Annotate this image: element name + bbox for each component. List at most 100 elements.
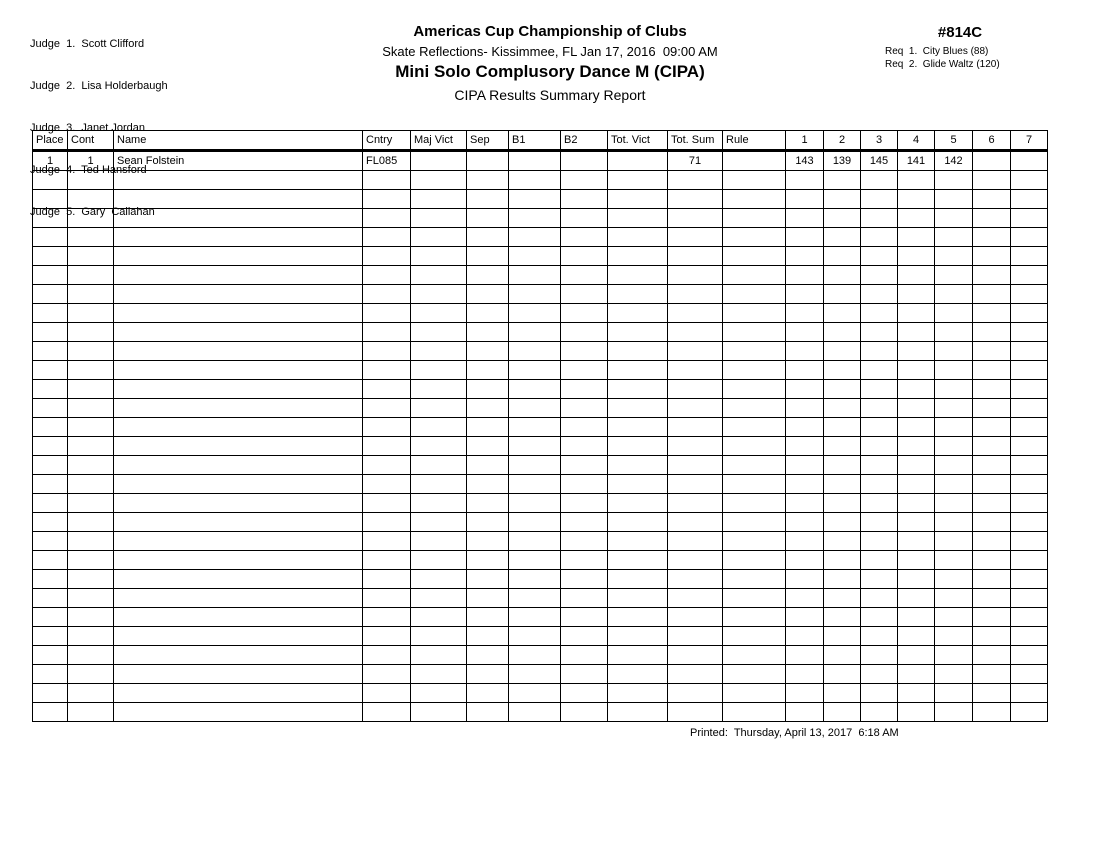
table-cell [1010, 417, 1048, 437]
table-cell [113, 531, 363, 551]
table-cell [785, 284, 824, 304]
table-cell [722, 322, 786, 342]
table-cell [32, 341, 68, 361]
table-cell [466, 322, 509, 342]
table-cell [362, 455, 411, 475]
table-cell [410, 227, 467, 247]
judge-line: Judge 2. Lisa Holderbaugh [30, 80, 168, 92]
table-cell [722, 417, 786, 437]
table-cell [508, 360, 561, 380]
table-cell [897, 664, 935, 684]
table-cell [972, 265, 1011, 285]
empty-row [32, 550, 1048, 570]
table-cell [897, 379, 935, 399]
table-cell [508, 626, 561, 646]
table-cell [67, 284, 114, 304]
table-cell [607, 360, 668, 380]
header-row: Place Cont Name Cntry Maj Vict Sep B1 B2 Tot. Vi… [32, 130, 1048, 152]
table-cell: 142 [934, 150, 973, 171]
table-cell [67, 645, 114, 665]
table-cell [32, 398, 68, 418]
table-cell [560, 170, 608, 190]
table-cell [508, 664, 561, 684]
table-cell [1010, 150, 1048, 171]
table-cell [897, 645, 935, 665]
table-cell [113, 569, 363, 589]
table-cell [410, 265, 467, 285]
table-cell [934, 683, 973, 703]
table-cell [1010, 455, 1048, 475]
table-cell [823, 398, 861, 418]
table-cell [934, 455, 973, 475]
table-cell [607, 512, 668, 532]
table-cell [934, 417, 973, 437]
table-cell [722, 569, 786, 589]
table-cell [722, 645, 786, 665]
table-cell [466, 284, 509, 304]
table-cell [972, 398, 1011, 418]
column-header-1: 1 [785, 130, 824, 152]
table-cell [972, 322, 1011, 342]
table-cell [972, 436, 1011, 456]
table-cell [897, 683, 935, 703]
table-cell [934, 379, 973, 399]
table-cell [1010, 683, 1048, 703]
table-cell [113, 607, 363, 627]
table-cell [785, 208, 824, 228]
table-cell [32, 569, 68, 589]
table-cell [32, 417, 68, 437]
table-cell [722, 588, 786, 608]
table-cell [113, 474, 363, 494]
table-cell [722, 455, 786, 475]
table-cell [67, 455, 114, 475]
table-cell [1010, 569, 1048, 589]
column-header-5: 5 [934, 130, 973, 152]
table-cell [113, 550, 363, 570]
table-cell [934, 284, 973, 304]
table-cell [607, 683, 668, 703]
table-cell [508, 265, 561, 285]
table-cell [785, 360, 824, 380]
table-cell [607, 322, 668, 342]
table-cell [897, 227, 935, 247]
empty-row [32, 493, 1048, 513]
table-cell [722, 303, 786, 323]
table-cell [607, 170, 668, 190]
table-cell [897, 284, 935, 304]
table-cell [972, 550, 1011, 570]
table-cell: 139 [823, 150, 861, 171]
table-cell [785, 398, 824, 418]
table-cell [67, 474, 114, 494]
table-cell: 1 [67, 150, 114, 171]
table-cell [410, 170, 467, 190]
table-cell [560, 607, 608, 627]
table-cell [722, 227, 786, 247]
empty-row [32, 170, 1048, 190]
table-cell [607, 341, 668, 361]
table-cell [607, 664, 668, 684]
table-cell [560, 208, 608, 228]
table-cell [466, 493, 509, 513]
table-cell [972, 303, 1011, 323]
table-cell [67, 189, 114, 209]
table-cell [722, 531, 786, 551]
table-cell [32, 626, 68, 646]
requirement-line: Req 1. City Blues (88) [885, 46, 989, 57]
table-cell [823, 189, 861, 209]
table-cell [785, 436, 824, 456]
table-cell [667, 265, 723, 285]
table-cell [508, 512, 561, 532]
table-cell [508, 588, 561, 608]
empty-row [32, 455, 1048, 475]
table-cell: FL085 [362, 150, 411, 171]
table-cell [607, 569, 668, 589]
table-cell [113, 683, 363, 703]
table-cell [1010, 493, 1048, 513]
empty-row [32, 645, 1048, 665]
table-cell [362, 474, 411, 494]
table-cell [560, 626, 608, 646]
table-cell [607, 436, 668, 456]
table-cell [113, 189, 363, 209]
table-cell [667, 588, 723, 608]
table-cell [113, 379, 363, 399]
